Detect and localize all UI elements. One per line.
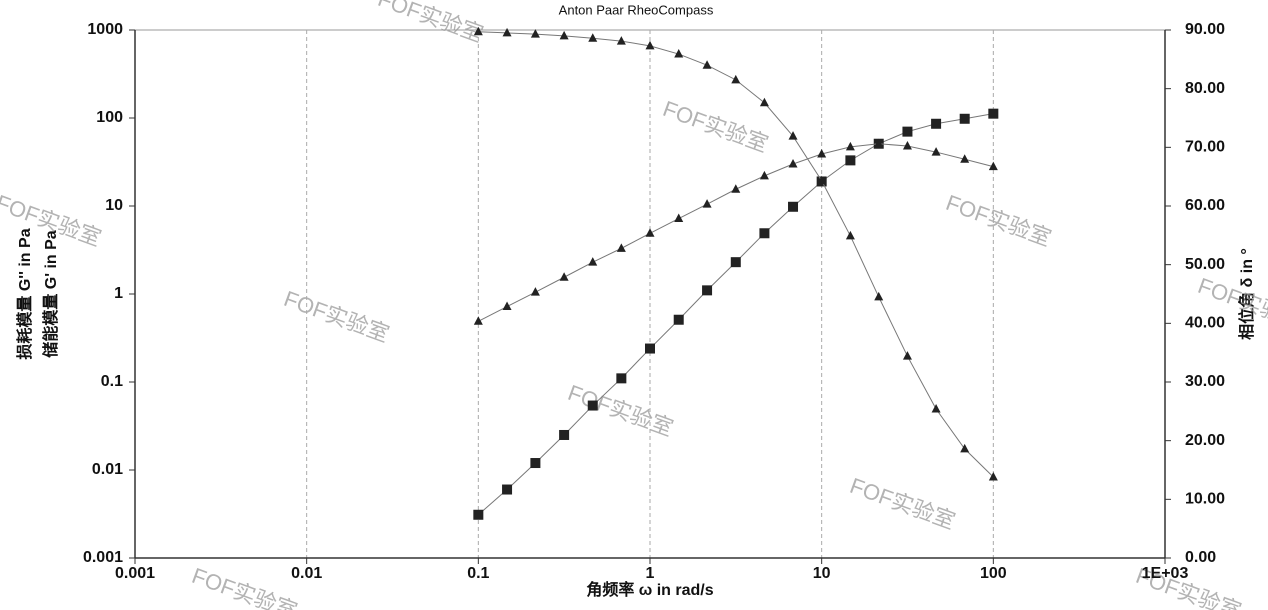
marker — [616, 36, 626, 45]
x-tick-label: 0.001 — [115, 565, 155, 582]
x-tick-label: 10 — [813, 565, 831, 582]
marker — [702, 60, 712, 69]
y-tick-label: 1000 — [87, 21, 123, 38]
marker — [502, 301, 512, 311]
marker — [730, 257, 741, 268]
marker — [559, 272, 569, 281]
marker — [931, 118, 942, 129]
marker — [673, 314, 684, 325]
marker — [788, 159, 798, 168]
marker — [759, 97, 769, 107]
marker — [874, 138, 884, 148]
marker — [473, 26, 483, 36]
marker — [645, 228, 655, 237]
y-tick-label: 1 — [114, 285, 123, 302]
marker — [902, 126, 913, 137]
x-tick-label: 1 — [646, 565, 655, 582]
marker — [502, 27, 512, 37]
marker — [616, 243, 626, 252]
y2-tick-label: 40.00 — [1185, 315, 1225, 332]
y-tick-label: 0.1 — [101, 373, 123, 390]
marker — [817, 148, 827, 158]
marker — [530, 287, 540, 296]
y2-tick-label: 70.00 — [1185, 139, 1225, 156]
marker — [959, 113, 970, 124]
marker — [559, 30, 569, 40]
x-axis-title: 角频率 ω in rad/s — [586, 580, 713, 599]
marker — [759, 228, 770, 239]
marker — [931, 147, 941, 156]
marker — [530, 458, 541, 469]
marker — [702, 199, 712, 208]
marker — [874, 291, 884, 301]
marker — [502, 484, 513, 495]
marker — [845, 155, 856, 166]
y-tick-label: 100 — [96, 109, 123, 126]
marker — [587, 400, 598, 411]
y2-tick-label: 10.00 — [1185, 491, 1225, 508]
marker — [645, 343, 655, 354]
marker — [674, 49, 684, 58]
marker — [674, 213, 684, 223]
y-axis-title: 储能模量 G' in Pa — [41, 230, 60, 358]
marker — [788, 131, 798, 140]
marker — [731, 184, 741, 193]
x-tick-label: 0.01 — [291, 565, 322, 582]
chart-title: Anton Paar RheoCompass — [559, 2, 714, 17]
marker — [645, 40, 655, 50]
marker — [702, 285, 713, 296]
marker — [988, 472, 998, 481]
marker — [588, 33, 598, 42]
marker — [588, 257, 598, 266]
marker — [731, 74, 741, 84]
marker — [473, 509, 484, 520]
y-tick-label: 10 — [105, 197, 123, 214]
marker — [817, 175, 827, 185]
marker — [988, 161, 998, 171]
marker — [616, 373, 627, 384]
marker — [960, 154, 970, 163]
y2-tick-label: 80.00 — [1185, 80, 1225, 97]
y-axis-title: 损耗模量 G'' in Pa — [15, 228, 34, 359]
marker — [788, 201, 799, 212]
marker — [473, 316, 483, 325]
marker — [759, 170, 769, 180]
x-tick-label: 100 — [980, 565, 1007, 582]
x-tick-label: 0.1 — [467, 565, 489, 582]
y2-axis-title: 相位角 δ in ° — [1237, 248, 1256, 340]
y2-tick-label: 50.00 — [1185, 256, 1225, 273]
y-tick-label: 0.01 — [92, 461, 123, 478]
x-tick-label: 1E+03 — [1142, 565, 1189, 582]
marker — [902, 351, 912, 360]
y-tick-label: 0.001 — [83, 549, 123, 566]
y2-tick-label: 60.00 — [1185, 197, 1225, 214]
marker — [931, 403, 941, 413]
marker — [902, 141, 912, 150]
y2-tick-label: 90.00 — [1185, 21, 1225, 38]
marker — [960, 443, 970, 453]
marker — [988, 108, 999, 119]
marker — [845, 141, 855, 151]
y2-tick-label: 20.00 — [1185, 432, 1225, 449]
marker — [845, 230, 855, 240]
marker — [530, 29, 540, 38]
y2-tick-label: 0.00 — [1185, 549, 1216, 566]
y2-tick-label: 30.00 — [1185, 373, 1225, 390]
marker — [559, 429, 570, 440]
